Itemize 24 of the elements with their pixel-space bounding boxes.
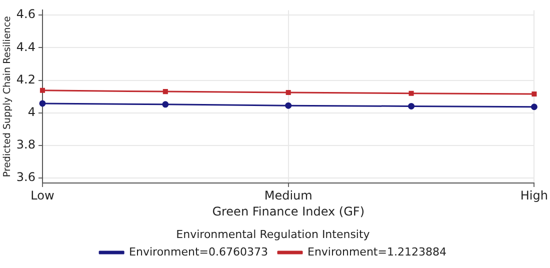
y-tick-label: 4 bbox=[28, 105, 36, 120]
point bbox=[39, 100, 46, 107]
y-tick-label: 4.4 bbox=[16, 40, 36, 54]
point bbox=[285, 102, 292, 109]
point bbox=[530, 104, 538, 110]
y-axis-title: Predicted Supply Chain Resilience bbox=[2, 16, 14, 178]
y-tick-label: 4.2 bbox=[16, 72, 36, 86]
y-tick-label: 3.6 bbox=[16, 170, 36, 184]
point bbox=[40, 88, 45, 93]
point bbox=[162, 89, 168, 94]
legend-title: Environmental Regulation Intensity bbox=[176, 228, 370, 242]
point bbox=[408, 102, 415, 110]
x-tick-label: Medium bbox=[264, 188, 312, 202]
y-tick-label: 3.8 bbox=[16, 138, 36, 152]
point bbox=[408, 90, 414, 96]
legend-label: Environment=0.6760373 bbox=[129, 245, 268, 258]
x-axis-title: Green Finance Index (GF) bbox=[212, 204, 364, 219]
point bbox=[532, 91, 537, 97]
legend-label: Environment=1.2123884 bbox=[308, 245, 446, 258]
point bbox=[286, 90, 291, 96]
x-tick-label: High bbox=[520, 188, 548, 202]
point bbox=[162, 101, 169, 108]
x-tick-label: Low bbox=[30, 188, 54, 202]
y-tick-label: 4.6 bbox=[16, 7, 36, 22]
